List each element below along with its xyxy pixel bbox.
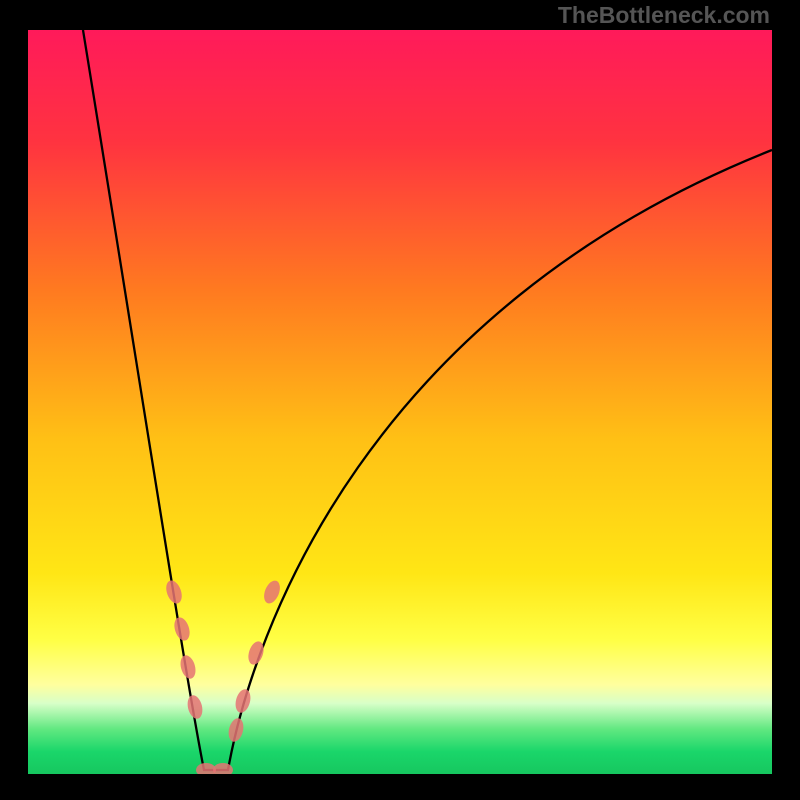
plot-area xyxy=(28,30,772,774)
plot-svg xyxy=(28,30,772,774)
gradient-background xyxy=(28,30,772,774)
chart-frame: TheBottleneck.com xyxy=(0,0,800,800)
watermark-text: TheBottleneck.com xyxy=(558,2,770,29)
